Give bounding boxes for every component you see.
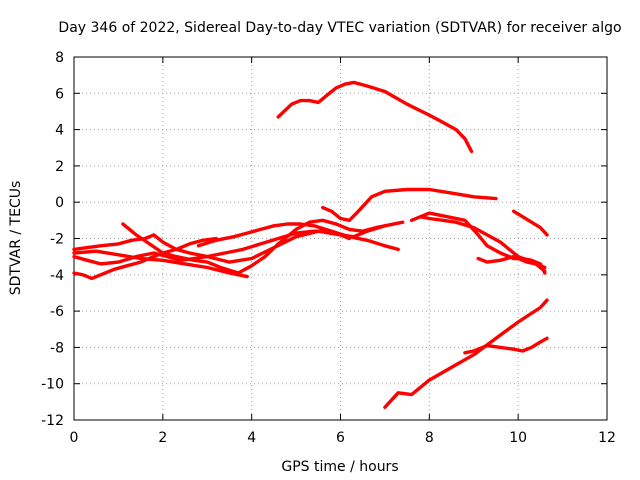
y-tick-label: -10	[41, 377, 64, 393]
y-tick-label: -8	[50, 340, 64, 356]
series-line-arc-mid-high	[321, 187, 498, 223]
data-series	[72, 80, 549, 409]
series-line-arc-right-top	[512, 209, 549, 237]
series-line-arc-rise-low	[383, 298, 549, 409]
chart-title: Day 346 of 2022, Sidereal Day-to-day VTE…	[58, 20, 621, 36]
y-tick-label: 4	[55, 123, 64, 139]
series-line-arc-d	[72, 249, 249, 279]
grid	[74, 57, 607, 420]
y-tick-label: -6	[50, 304, 64, 320]
series-line-arc-upper	[276, 80, 474, 154]
y-tick-label: -2	[50, 232, 64, 248]
series-line-arc-right-low	[476, 254, 547, 273]
x-tick-label: 10	[509, 430, 527, 446]
x-axis-label: GPS time / hours	[281, 459, 398, 475]
y-tick-label: 0	[55, 195, 64, 211]
series-line-arc-f	[196, 222, 352, 248]
x-tick-label: 2	[158, 430, 167, 446]
y-tick-label: 8	[55, 50, 64, 66]
x-tick-label: 4	[247, 430, 256, 446]
x-tick-label: 0	[70, 430, 79, 446]
x-tick-label: 12	[598, 430, 616, 446]
y-axis-label: SDTVAR / TECUs	[8, 181, 24, 296]
x-tick-label: 8	[425, 430, 434, 446]
y-tick-label: 2	[55, 159, 64, 175]
y-tick-label: -12	[41, 413, 64, 429]
axis-ticks: 0 2 4 6 8 10 12 -12 -10 -8 -6 -4 -2 0 2 4 6 8	[41, 50, 616, 446]
series-line-arc-right-mid	[409, 211, 547, 275]
y-tick-label: 6	[55, 86, 64, 102]
series-line-arc-c	[72, 236, 218, 281]
series-line-arc-e	[121, 218, 387, 275]
series-line-arc-rise-high	[463, 336, 549, 355]
x-tick-label: 6	[336, 430, 345, 446]
y-tick-label: -4	[50, 268, 64, 284]
